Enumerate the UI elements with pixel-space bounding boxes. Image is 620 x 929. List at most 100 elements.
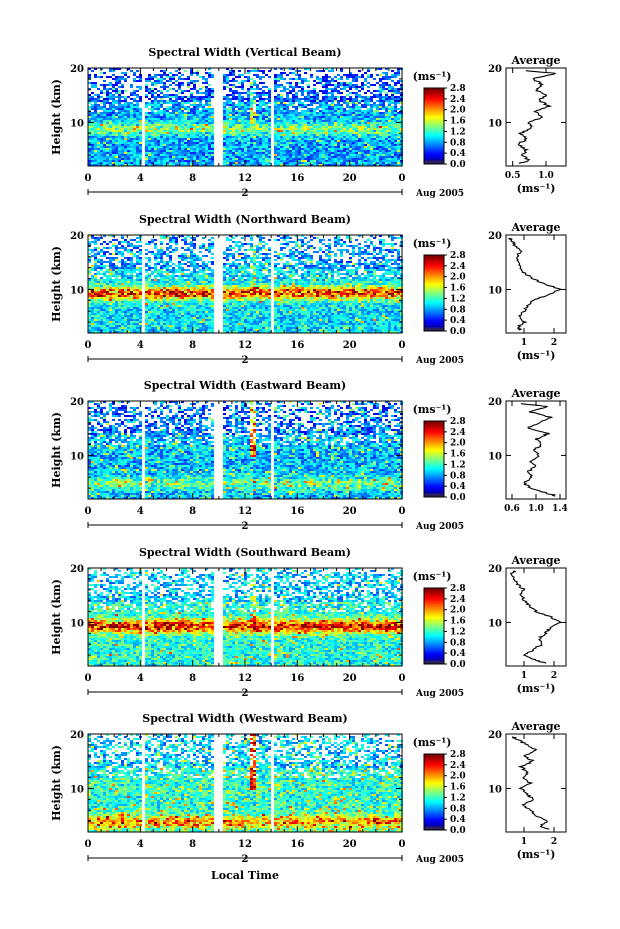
colorbar-segment xyxy=(424,289,444,292)
colorbar-segment xyxy=(424,828,444,831)
heatmap xyxy=(88,734,403,832)
colorbar-segment xyxy=(424,790,444,793)
heatmap xyxy=(88,68,403,166)
colorbar-segment xyxy=(424,439,444,442)
colorbar-segment xyxy=(424,132,444,135)
colorbar-segment xyxy=(424,610,444,613)
colorbar-segment xyxy=(424,788,444,791)
colorbar-segment xyxy=(424,158,444,161)
colorbar-segment xyxy=(424,798,444,801)
colorbar-segment xyxy=(424,600,444,603)
colorbar-segment xyxy=(424,102,444,105)
average-frame xyxy=(505,400,567,500)
heatmap xyxy=(88,401,403,499)
colorbar-segment xyxy=(424,626,444,629)
colorbar-tick-label: 2.4 xyxy=(450,595,466,605)
colorbar-segment xyxy=(424,156,444,159)
average-frame xyxy=(505,733,567,833)
colorbar-segment xyxy=(424,421,444,424)
colorbar-segment xyxy=(424,160,444,163)
colorbar-segment xyxy=(424,588,444,591)
colorbar-segment xyxy=(424,812,444,815)
x-tick-label: 0 xyxy=(85,673,92,684)
colorbar-segment xyxy=(424,257,444,260)
colorbar-segment xyxy=(424,818,444,821)
colorbar-segment xyxy=(424,92,444,95)
colorbar-tick-label: 0.8 xyxy=(450,138,466,148)
average-x-tick-label: 1.0 xyxy=(538,171,554,181)
y-tick-label: 20 xyxy=(70,730,84,741)
colorbar-segment xyxy=(424,656,444,659)
colorbar-frame xyxy=(423,587,445,665)
panel-1: Spectral Width (Northward Beam)1020Heigh… xyxy=(50,213,567,366)
colorbar-segment xyxy=(424,592,444,595)
average-profile-line xyxy=(517,70,556,164)
day-label: 2 xyxy=(242,188,249,199)
panel-2: Spectral Width (Eastward Beam)1020Height… xyxy=(50,379,568,532)
colorbar-segment xyxy=(424,640,444,643)
colorbar-segment xyxy=(424,824,444,827)
colorbar-segment xyxy=(424,479,444,482)
colorbar-segment xyxy=(424,768,444,771)
colorbar-segment xyxy=(424,443,444,446)
day-label: 2 xyxy=(242,355,249,366)
colorbar-segment xyxy=(424,313,444,316)
average-frame xyxy=(505,234,567,334)
colorbar-segment xyxy=(424,142,444,145)
colorbar-segment xyxy=(424,94,444,97)
colorbar-tick-label: 1.2 xyxy=(450,793,466,803)
colorbar-tick-label: 2.8 xyxy=(450,251,466,261)
colorbar-segment xyxy=(424,794,444,797)
average-x-tick-label: 1 xyxy=(521,338,527,348)
colorbar-segment xyxy=(424,469,444,472)
x-axis-label: Local Time xyxy=(211,869,279,882)
average-x-tick-label: 1.4 xyxy=(552,504,568,514)
average-frame xyxy=(505,567,567,667)
colorbar-segment xyxy=(424,654,444,657)
colorbar-tick-label: 1.6 xyxy=(450,450,466,460)
heatmap xyxy=(88,235,403,333)
colorbar-unit: (ms⁻¹) xyxy=(413,237,452,250)
average-y-tick-label: 20 xyxy=(488,730,502,741)
colorbar-segment xyxy=(424,477,444,480)
colorbar-segment xyxy=(424,778,444,781)
x-tick-label: 20 xyxy=(343,173,357,184)
x-tick-label: 8 xyxy=(189,340,196,351)
colorbar-segment xyxy=(424,644,444,647)
x-tick-label: 16 xyxy=(290,673,304,684)
colorbar-segment xyxy=(424,441,444,444)
colorbar-segment xyxy=(424,162,444,165)
colorbar-segment xyxy=(424,756,444,759)
colorbar-segment xyxy=(424,277,444,280)
colorbar-segment xyxy=(424,148,444,151)
colorbar-segment xyxy=(424,299,444,302)
colorbar-segment xyxy=(424,321,444,324)
panel-title: Spectral Width (Northward Beam) xyxy=(139,213,351,226)
average-x-tick-label: 0.5 xyxy=(505,171,521,181)
average-profile: Average 10 20 1 2(ms⁻¹) xyxy=(488,554,567,695)
colorbar-segment xyxy=(424,780,444,783)
colorbar-tick-label: 2.0 xyxy=(450,772,466,782)
colorbar-segment xyxy=(424,760,444,763)
average-y-tick-label: 10 xyxy=(488,618,502,629)
average-profile-line xyxy=(511,736,550,830)
colorbar-segment xyxy=(424,648,444,651)
colorbar-segment xyxy=(424,323,444,326)
colorbar-tick-label: 1.2 xyxy=(450,294,466,304)
colorbar-tick-label: 2.0 xyxy=(450,439,466,449)
colorbar-segment xyxy=(424,473,444,476)
colorbar-segment xyxy=(424,766,444,769)
colorbar-segment xyxy=(424,435,444,438)
colorbar-segment xyxy=(424,652,444,655)
y-tick-label: 10 xyxy=(70,285,84,296)
average-x-tick-label: 1 xyxy=(521,671,527,681)
colorbar-segment xyxy=(424,800,444,803)
x-tick-label: 8 xyxy=(189,506,196,517)
colorbar-segment xyxy=(424,489,444,492)
colorbar-segment xyxy=(424,662,444,665)
colorbar-segment xyxy=(424,459,444,462)
x-tick-label: 0 xyxy=(399,173,406,184)
colorbar-segment xyxy=(424,784,444,787)
average-x-tick-label: 1 xyxy=(521,837,527,847)
colorbar-segment xyxy=(424,150,444,153)
